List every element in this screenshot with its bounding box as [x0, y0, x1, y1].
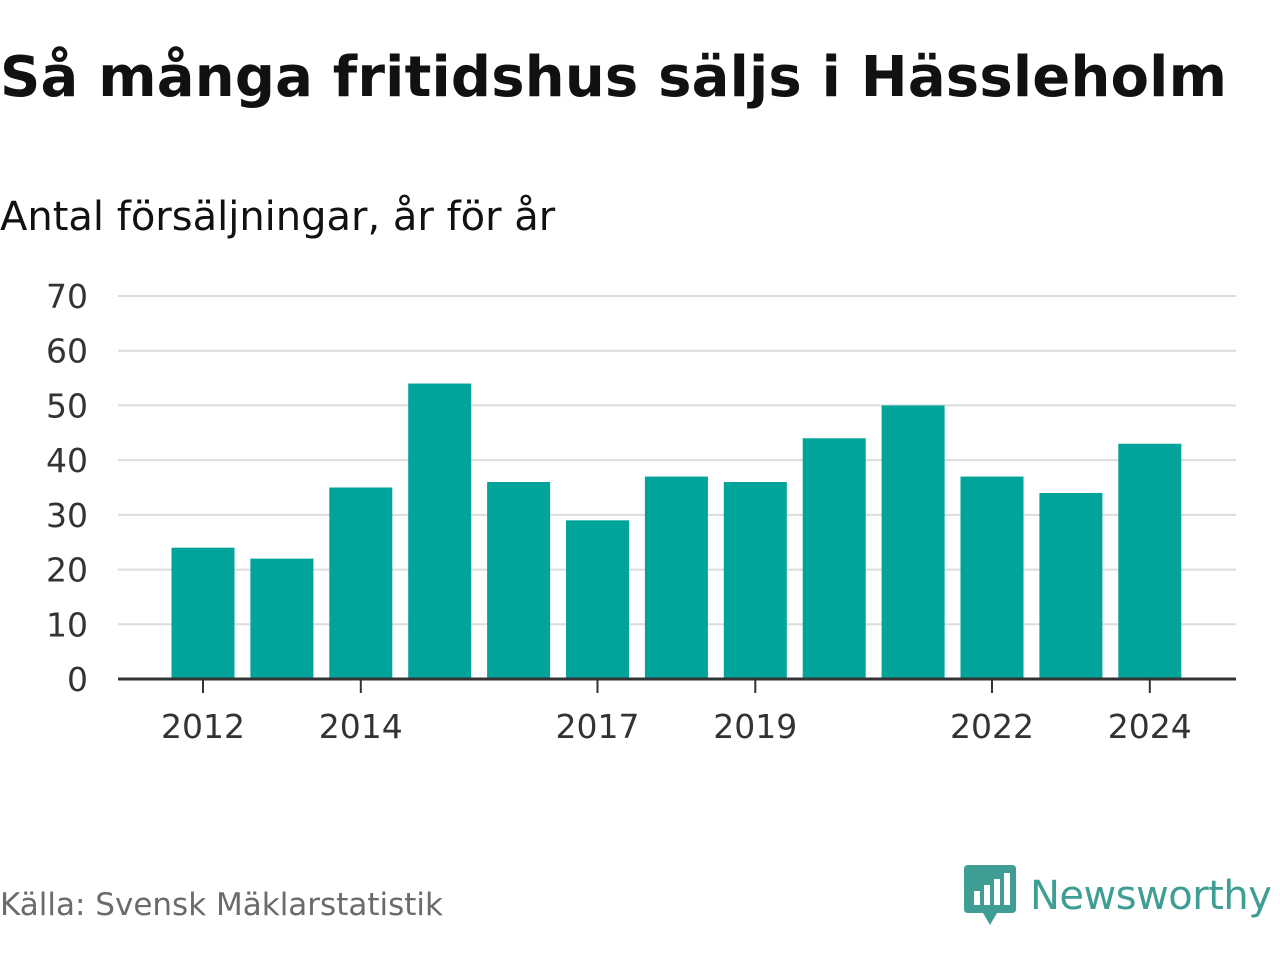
bar — [1039, 492, 1103, 679]
y-tick-label: 0 — [67, 660, 88, 699]
bar — [171, 547, 235, 679]
bar — [566, 520, 629, 679]
bar — [329, 487, 393, 679]
bar — [408, 383, 472, 679]
source-note: Källa: Svensk Mäklarstatistik — [0, 887, 443, 923]
newsworthy-logo-icon — [964, 865, 1016, 925]
y-tick-label: 40 — [46, 441, 88, 480]
x-tick-label: 2024 — [1108, 707, 1192, 746]
bar — [881, 405, 945, 679]
y-tick-label: 30 — [46, 496, 88, 535]
bar — [487, 482, 551, 679]
x-tick-label: 2019 — [713, 707, 797, 746]
bar — [644, 476, 708, 679]
brand-logo: Newsworthy — [964, 864, 1272, 928]
chart-title: Så många fritidshus säljs i Hässleholm — [0, 45, 1228, 110]
y-tick-label: 20 — [46, 551, 88, 590]
brand-name: Newsworthy — [1030, 873, 1272, 919]
y-tick-label: 50 — [46, 386, 88, 425]
x-tick-label: 2017 — [556, 707, 640, 746]
bar — [250, 558, 314, 679]
chart-subtitle: Antal försäljningar, år för år — [0, 194, 556, 240]
bar — [1118, 443, 1182, 679]
y-tick-label: 60 — [46, 332, 88, 371]
bar — [802, 438, 866, 679]
x-tick-label: 2022 — [950, 707, 1034, 746]
bar — [960, 476, 1024, 679]
bar — [723, 482, 787, 679]
y-tick-label: 10 — [46, 605, 88, 644]
x-tick-label: 2014 — [319, 707, 403, 746]
y-tick-label: 70 — [46, 277, 88, 316]
x-tick-label: 2012 — [161, 707, 245, 746]
